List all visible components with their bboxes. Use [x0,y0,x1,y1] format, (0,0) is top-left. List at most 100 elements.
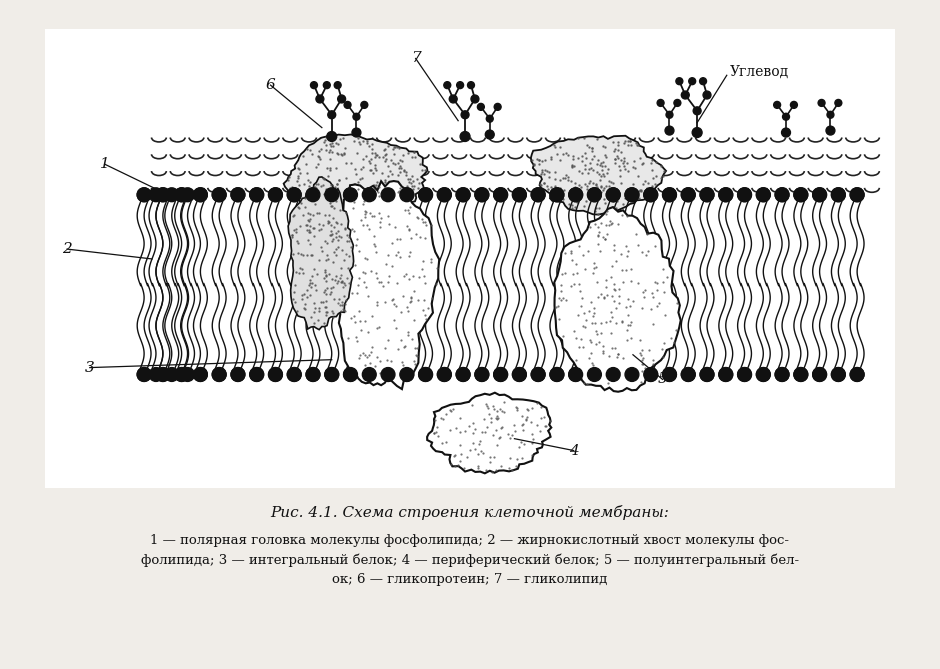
Circle shape [794,188,807,201]
Circle shape [288,367,301,381]
Circle shape [175,367,189,381]
Text: 1: 1 [100,157,109,171]
Circle shape [682,367,696,381]
Circle shape [180,188,195,201]
Circle shape [467,82,475,88]
Text: Углевод: Углевод [729,64,789,78]
Circle shape [323,82,330,88]
Circle shape [644,367,658,381]
Circle shape [400,367,414,381]
Circle shape [531,188,545,201]
Circle shape [325,188,338,201]
Circle shape [164,367,179,381]
Circle shape [310,82,318,88]
Circle shape [306,188,320,201]
Circle shape [475,188,489,201]
Circle shape [137,188,151,201]
Circle shape [813,367,826,381]
Text: 1 — полярная головка молекулы фосфолипида; 2 — жирнокислотный хвост молекулы фос: 1 — полярная головка молекулы фосфолипид… [150,534,790,547]
Circle shape [137,367,151,381]
Circle shape [512,188,526,201]
Circle shape [353,113,360,120]
Circle shape [325,188,338,201]
Circle shape [362,188,376,201]
Circle shape [156,188,170,201]
Circle shape [832,188,845,201]
Circle shape [794,367,807,381]
Polygon shape [531,136,666,215]
Circle shape [344,188,357,201]
Circle shape [344,367,357,381]
Circle shape [569,188,583,201]
Circle shape [625,367,639,381]
Circle shape [832,367,845,381]
Circle shape [231,188,244,201]
Circle shape [550,188,564,201]
Circle shape [471,95,478,103]
Circle shape [486,115,494,122]
Circle shape [306,188,320,201]
Circle shape [569,367,583,381]
Circle shape [776,188,789,201]
Circle shape [550,367,564,381]
Circle shape [212,188,227,201]
Circle shape [700,367,713,381]
Circle shape [381,367,395,381]
Circle shape [757,367,770,381]
Circle shape [531,367,545,381]
Circle shape [644,188,658,201]
Circle shape [818,100,825,106]
Polygon shape [336,181,439,389]
Circle shape [231,367,244,381]
Circle shape [781,128,791,137]
Polygon shape [289,177,353,330]
Circle shape [569,367,583,381]
Circle shape [606,188,620,201]
Polygon shape [45,29,895,488]
Circle shape [835,100,842,106]
Circle shape [794,188,807,201]
Circle shape [813,188,826,201]
Circle shape [494,188,508,201]
Circle shape [194,367,208,381]
Circle shape [625,188,639,201]
Polygon shape [555,207,681,392]
Circle shape [850,367,864,381]
Circle shape [381,188,395,201]
Circle shape [699,78,707,85]
Circle shape [250,188,263,201]
Circle shape [344,102,351,108]
Circle shape [569,188,583,201]
Circle shape [682,91,689,99]
Circle shape [418,188,432,201]
Circle shape [156,367,170,381]
Circle shape [400,188,414,201]
Circle shape [738,367,751,381]
Circle shape [738,188,751,201]
Circle shape [657,100,664,106]
Text: 6: 6 [266,78,275,92]
Circle shape [588,188,602,201]
Circle shape [231,367,244,381]
Circle shape [306,367,320,381]
Circle shape [494,104,501,110]
Circle shape [813,367,826,381]
Circle shape [512,367,526,381]
Circle shape [212,188,227,201]
Circle shape [776,188,789,201]
Polygon shape [284,134,428,219]
Circle shape [644,188,658,201]
Text: 5: 5 [658,373,667,387]
Text: 7: 7 [411,52,420,66]
Circle shape [665,126,674,135]
Circle shape [606,188,620,201]
Circle shape [460,132,470,141]
Circle shape [703,91,711,99]
Circle shape [776,367,789,381]
Text: фолипида; 3 — интегральный белок; 4 — периферический белок; 5 — полуинтегральный: фолипида; 3 — интегральный белок; 4 — пе… [141,553,799,567]
Circle shape [531,188,545,201]
Circle shape [700,188,713,201]
Circle shape [149,367,163,381]
Polygon shape [144,132,203,488]
Circle shape [827,111,834,118]
